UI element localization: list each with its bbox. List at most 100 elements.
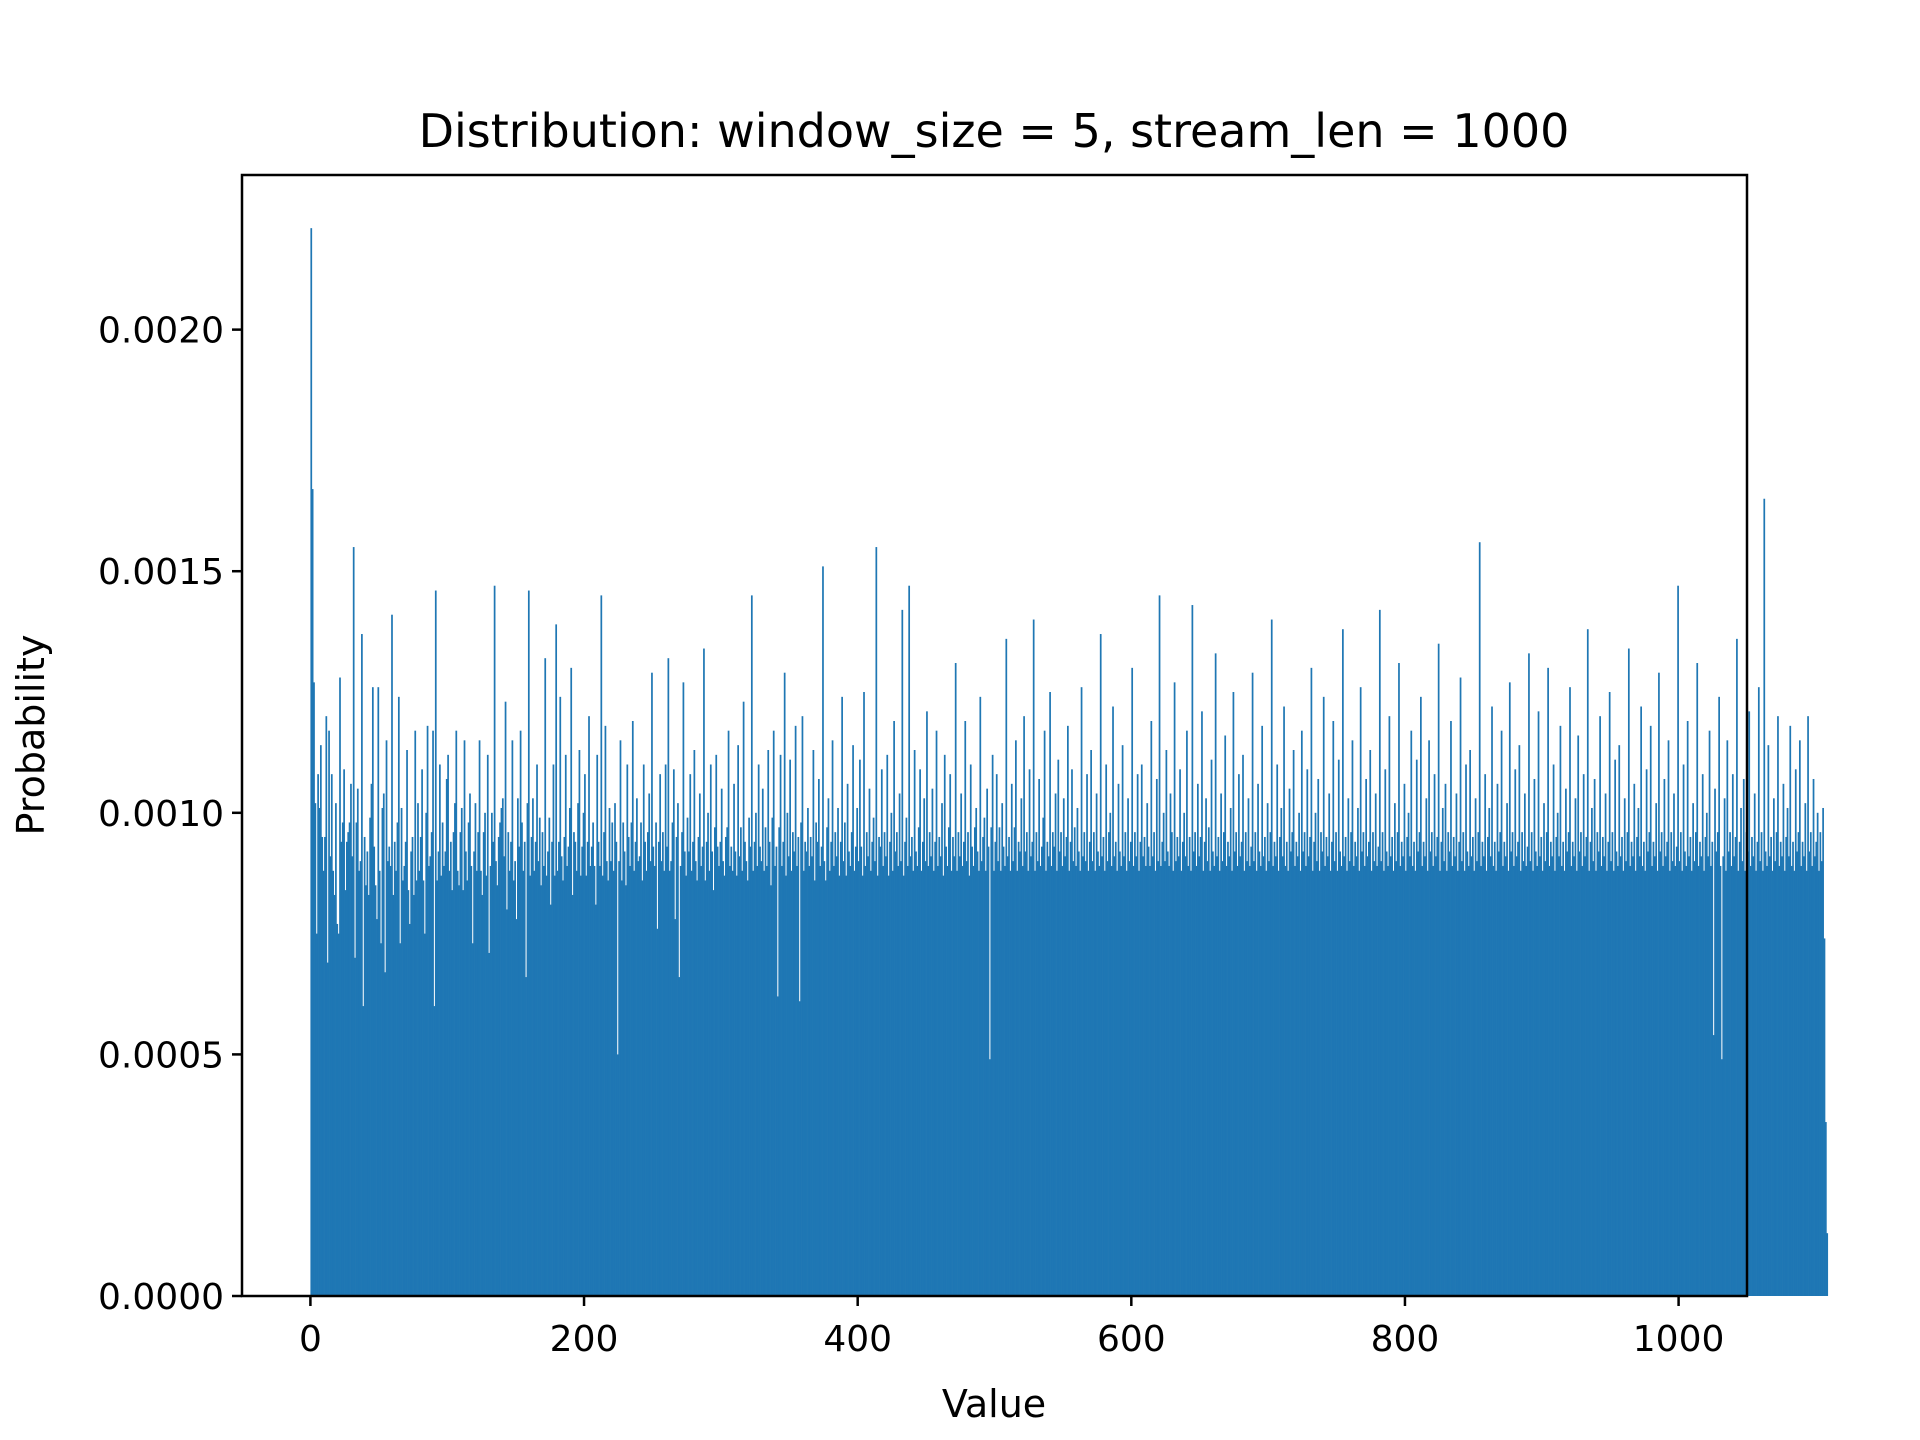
x-tick-label: 1000	[1633, 1319, 1725, 1360]
histogram-bar	[1484, 774, 1487, 1296]
histogram-bar	[1028, 769, 1031, 1296]
histogram-bar	[1077, 851, 1080, 1296]
histogram-bar	[1610, 861, 1612, 1296]
histogram-bar	[915, 851, 917, 1296]
histogram-bar	[467, 822, 470, 1296]
histogram-bar	[480, 870, 482, 1296]
histogram-bar	[1798, 740, 1801, 1296]
histogram-bar	[1116, 870, 1118, 1296]
histogram-bar	[1456, 870, 1459, 1296]
histogram-bar	[1450, 721, 1452, 1296]
histogram-bar	[999, 870, 1002, 1296]
histogram-bar	[392, 894, 395, 1296]
histogram-bar	[1198, 856, 1201, 1296]
histogram-bar	[876, 875, 879, 1297]
histogram-bar	[1068, 870, 1071, 1296]
histogram-bar	[489, 865, 492, 1296]
histogram-bar	[1658, 672, 1660, 1296]
histogram-bar	[474, 803, 477, 1296]
histogram-bar	[994, 841, 997, 1296]
histogram-bar	[1284, 865, 1287, 1296]
histogram-bar	[1352, 865, 1355, 1296]
histogram-bar	[1410, 730, 1413, 1296]
histogram-bar	[512, 880, 515, 1296]
histogram-bar	[1175, 861, 1177, 1296]
histogram-bar	[818, 778, 820, 1296]
histogram-bar	[1280, 807, 1283, 1296]
histogram-bar	[1061, 865, 1064, 1296]
histogram-bar	[1258, 851, 1261, 1296]
histogram-bar	[1008, 836, 1010, 1296]
histogram-bar	[430, 832, 433, 1296]
histogram-bar	[1774, 861, 1777, 1296]
histogram-bar	[1420, 696, 1422, 1296]
histogram-bar	[1630, 841, 1633, 1296]
histogram-bar	[425, 812, 428, 1296]
histogram-bar	[1729, 832, 1731, 1296]
histogram-bar	[525, 977, 527, 1296]
x-tick-label: 0	[299, 1319, 322, 1360]
histogram-bar	[770, 885, 772, 1296]
histogram-bar	[1181, 841, 1184, 1296]
histogram-bar	[324, 836, 326, 1296]
histogram-bar	[778, 827, 781, 1296]
histogram-bar	[1562, 841, 1565, 1296]
histogram-bar	[1027, 870, 1030, 1296]
histogram-bar	[1701, 774, 1704, 1296]
histogram-bar	[1406, 836, 1409, 1296]
histogram-bar	[931, 788, 934, 1296]
histogram-bar	[1306, 769, 1309, 1296]
histogram-bar	[1101, 856, 1103, 1296]
histogram-bar	[828, 870, 831, 1296]
histogram-bar	[804, 841, 807, 1296]
histogram-bar	[1703, 870, 1705, 1296]
histogram-bar	[1591, 807, 1593, 1296]
histogram-bar	[1638, 856, 1641, 1296]
histogram-bar	[868, 788, 871, 1296]
histogram-bar	[495, 861, 497, 1296]
histogram-bar	[310, 228, 313, 1296]
histogram-bar	[1244, 832, 1247, 1296]
histogram-bar	[1239, 856, 1242, 1296]
histogram-bar	[537, 861, 540, 1296]
histogram-bar	[597, 841, 600, 1296]
histogram-bar	[1759, 861, 1762, 1296]
histogram-bar	[541, 832, 544, 1296]
histogram-bar	[1296, 856, 1299, 1296]
histogram-bar	[1782, 783, 1785, 1296]
histogram-bar	[1119, 851, 1121, 1296]
histogram-bar	[1472, 836, 1474, 1296]
histogram-bar	[1508, 682, 1511, 1296]
histogram-bar	[1714, 788, 1716, 1296]
histogram-bar	[1292, 750, 1295, 1296]
histogram-bar	[440, 875, 443, 1297]
histogram-bar	[1627, 648, 1630, 1296]
histogram-bar	[1757, 687, 1760, 1296]
histogram-bar	[1704, 836, 1707, 1296]
histogram-bar	[692, 841, 694, 1296]
histogram-bar	[1803, 856, 1805, 1296]
histogram-bar	[603, 832, 605, 1296]
histogram-bar	[1331, 841, 1333, 1296]
histogram-bar	[1243, 870, 1246, 1296]
histogram-bar	[1138, 870, 1140, 1296]
histogram-bar	[400, 807, 403, 1296]
histogram-bar	[1365, 778, 1367, 1296]
histogram-bar	[471, 943, 474, 1296]
histogram-bar	[1012, 861, 1015, 1296]
histogram-bar	[355, 822, 358, 1296]
histogram-bar	[407, 890, 410, 1296]
histogram-bar	[1768, 856, 1771, 1296]
histogram-bar	[1441, 807, 1444, 1296]
histogram-bar	[1558, 856, 1560, 1296]
histogram-bar	[1697, 865, 1700, 1296]
histogram-bar	[1385, 851, 1388, 1296]
histogram-bar	[798, 1001, 801, 1296]
histogram-bar	[1187, 865, 1190, 1296]
histogram-bar	[455, 730, 458, 1296]
histogram-bar	[1264, 836, 1266, 1296]
histogram-bar	[1378, 609, 1381, 1296]
histogram-bar	[570, 667, 573, 1296]
histogram-bar	[585, 875, 588, 1297]
histogram-bar	[1339, 851, 1341, 1296]
